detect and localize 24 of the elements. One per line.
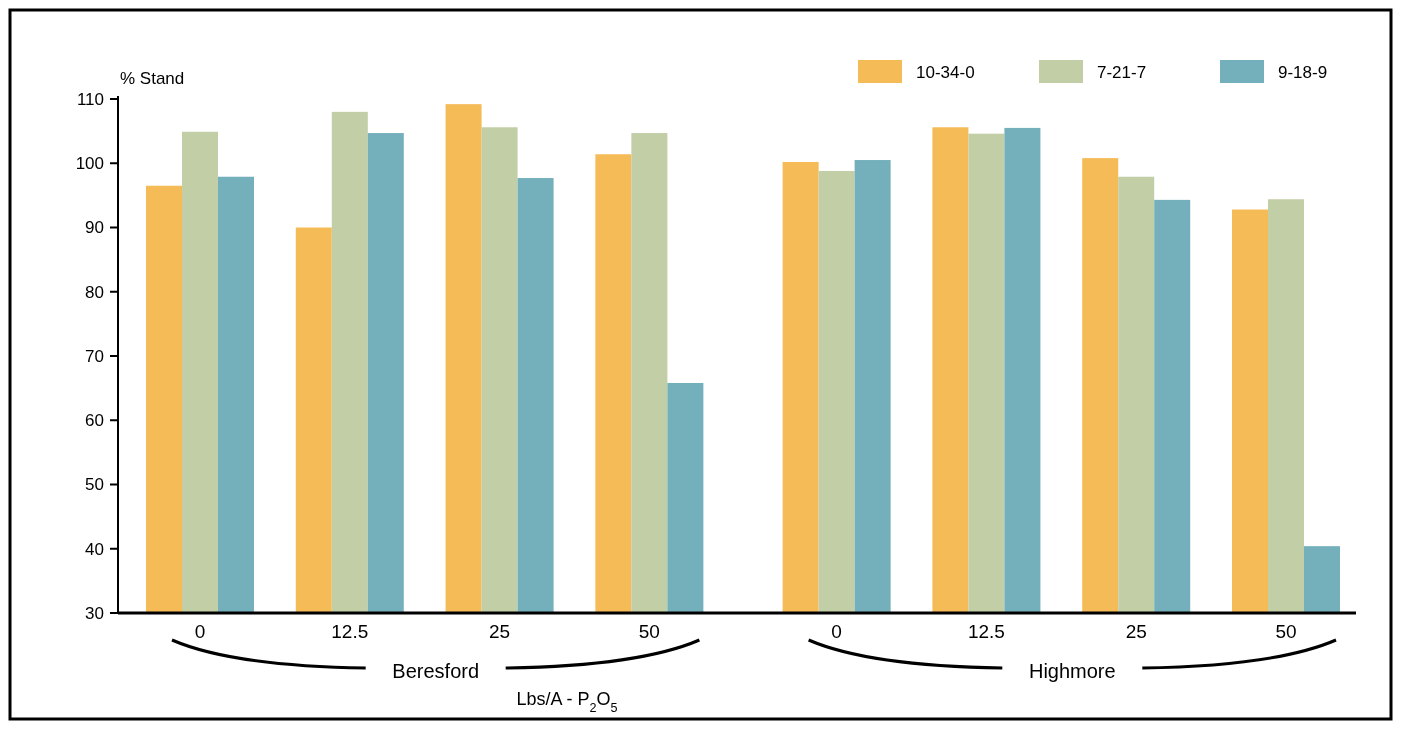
y-tick-label: 110 xyxy=(76,89,104,109)
x-tick-label: 50 xyxy=(1275,621,1297,642)
y-tick-label: 40 xyxy=(85,539,104,559)
legend-label: 9-18-9 xyxy=(1278,62,1328,82)
x-tick-label: 12.5 xyxy=(331,621,369,642)
text: Beresford xyxy=(392,660,480,682)
x-tick-label: 12.5 xyxy=(967,621,1005,642)
y-tick-label: 90 xyxy=(85,218,104,238)
y-tick-label: 100 xyxy=(75,154,104,174)
y-tick-label: 70 xyxy=(85,346,104,366)
x-axis-title: Lbs/A - P$_{2}$O$_{5}$ xyxy=(516,689,618,715)
x-tick-label: 50 xyxy=(638,621,660,642)
text: Highmore xyxy=(1028,660,1116,682)
x-tick-label: 0 xyxy=(831,621,842,642)
y-axis-title: % Stand xyxy=(120,69,185,88)
legend-label: 10-34-0 xyxy=(916,62,975,82)
legend-label: 7-21-7 xyxy=(1097,62,1147,82)
x-tick-label: 0 xyxy=(194,621,206,642)
x-tick-label: 25 xyxy=(1125,621,1147,642)
y-tick-label: 50 xyxy=(85,475,104,495)
y-tick-label: 60 xyxy=(85,411,104,431)
y-tick-label: 30 xyxy=(85,603,104,623)
x-tick-label: 25 xyxy=(489,621,511,642)
y-tick-label: 80 xyxy=(85,282,104,302)
